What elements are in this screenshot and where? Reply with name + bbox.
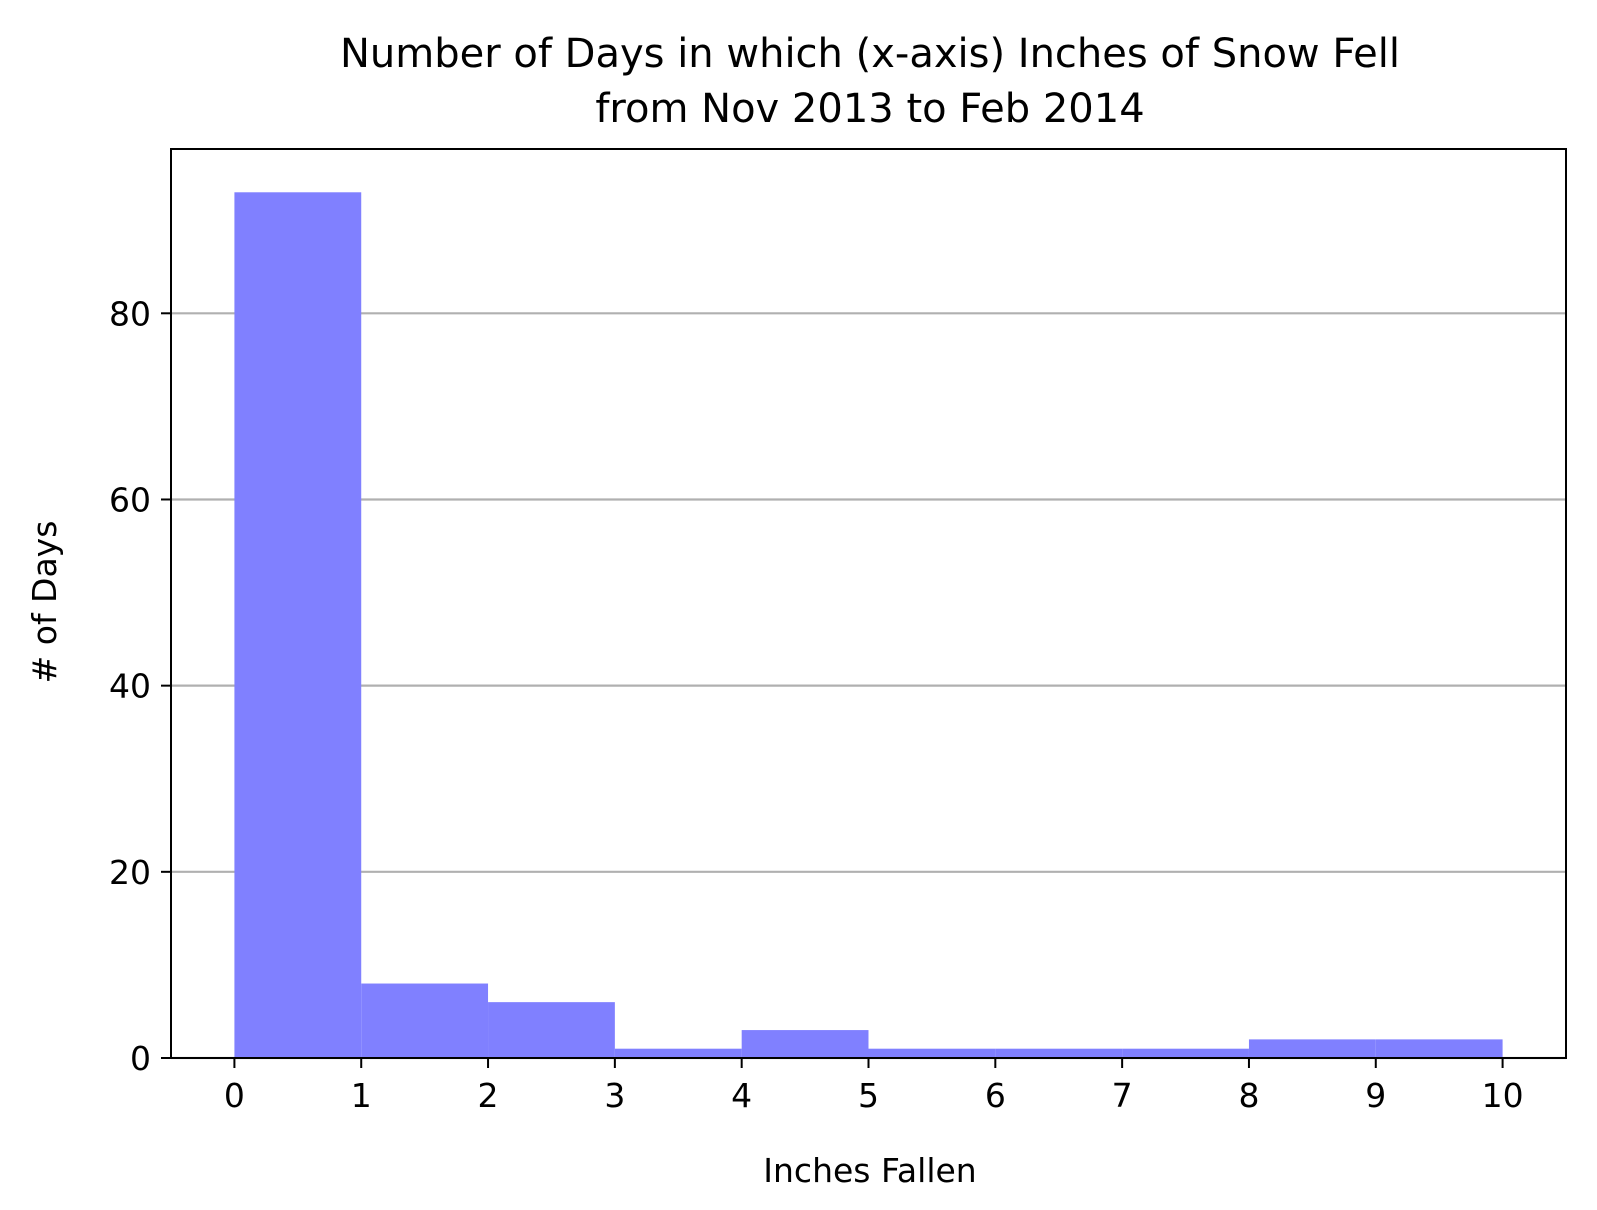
bar-6-7	[995, 1048, 1123, 1058]
chart-title-line-1: Number of Days in which (x-axis) Inches …	[340, 31, 1400, 77]
y-tick-label-40: 40	[109, 667, 151, 706]
x-tick-label-0: 0	[224, 1076, 245, 1115]
y-tick-label-20: 20	[109, 853, 151, 892]
y-tick-label-60: 60	[109, 480, 151, 519]
bar-5-6	[868, 1048, 996, 1058]
x-tick-label-1: 1	[351, 1076, 372, 1115]
y-tick-label-80: 80	[109, 294, 151, 333]
bar-7-8	[1122, 1048, 1249, 1058]
y-tick-label-0: 0	[130, 1039, 151, 1078]
y-axis-ticks: 0 20 40 60 80	[109, 294, 171, 1078]
bar-0-1	[234, 192, 362, 1059]
bar-9-10	[1375, 1039, 1503, 1058]
chart-title-line-2: from Nov 2013 to Feb 2014	[595, 86, 1144, 132]
bar-8-9	[1248, 1039, 1376, 1058]
x-tick-label-8: 8	[1238, 1076, 1259, 1115]
bar-1-2	[361, 983, 489, 1058]
y-axis-label: # of Days	[25, 521, 64, 684]
x-tick-label-10: 10	[1482, 1076, 1524, 1115]
x-axis-label: Inches Fallen	[763, 1151, 976, 1190]
x-tick-label-5: 5	[858, 1076, 879, 1115]
x-axis-ticks: 0 1 2 3 4 5 6 7 8 9 10	[224, 1058, 1524, 1115]
bar-3-4	[614, 1048, 742, 1058]
x-tick-label-3: 3	[604, 1076, 625, 1115]
bar-2-3	[488, 1002, 615, 1058]
histogram-bars	[234, 192, 1503, 1059]
x-tick-label-2: 2	[478, 1076, 499, 1115]
x-tick-label-6: 6	[985, 1076, 1006, 1115]
x-tick-label-9: 9	[1365, 1076, 1386, 1115]
bar-4-5	[741, 1030, 869, 1058]
x-tick-label-7: 7	[1112, 1076, 1133, 1115]
x-tick-label-4: 4	[731, 1076, 752, 1115]
